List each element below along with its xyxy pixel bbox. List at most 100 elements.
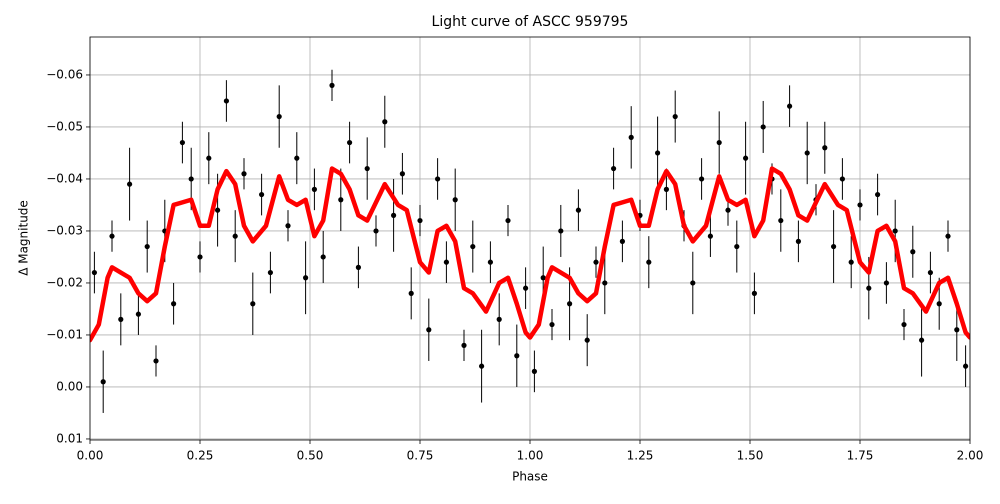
data-point	[496, 316, 502, 322]
data-point	[259, 191, 265, 198]
data-point	[866, 285, 872, 291]
data-point	[100, 379, 106, 385]
data-point	[954, 327, 960, 333]
data-point	[188, 176, 194, 182]
data-point	[435, 176, 441, 182]
x-axis-label: Phase	[512, 470, 548, 484]
data-point	[549, 321, 555, 328]
y-tick-label: −0.02	[46, 275, 83, 289]
data-point	[831, 243, 837, 250]
x-tick-label: 0.75	[407, 449, 434, 463]
data-point	[795, 238, 802, 244]
data-point	[760, 124, 766, 130]
x-tick-label: 0.00	[77, 449, 104, 463]
data-point	[611, 165, 617, 172]
data-point	[135, 311, 141, 317]
data-point	[963, 363, 969, 369]
data-point	[329, 82, 335, 88]
data-point	[487, 259, 493, 265]
data-point	[391, 212, 397, 218]
data-point	[171, 301, 177, 307]
data-point	[470, 243, 476, 250]
data-point	[804, 150, 810, 156]
data-point	[215, 207, 221, 213]
data-point	[179, 139, 185, 146]
data-point	[127, 181, 133, 187]
data-point	[109, 233, 115, 239]
x-tick-label: 1.25	[627, 449, 654, 463]
x-tick-label: 0.50	[297, 449, 324, 463]
data-point	[531, 368, 538, 374]
data-point	[153, 358, 159, 364]
data-point	[558, 228, 564, 234]
data-point	[505, 217, 511, 224]
data-point	[734, 243, 740, 250]
y-tick-label: −0.01	[46, 327, 83, 341]
y-tick-label: −0.04	[46, 171, 83, 185]
data-point	[364, 165, 370, 172]
x-tick-label: 0.25	[187, 449, 214, 463]
data-point	[892, 228, 898, 234]
data-point	[118, 316, 124, 322]
data-point	[320, 254, 326, 260]
data-point	[417, 217, 423, 224]
data-point	[822, 145, 828, 151]
data-point	[373, 228, 379, 234]
data-point	[663, 186, 670, 192]
data-point	[699, 176, 705, 182]
data-point	[910, 249, 916, 255]
data-point	[540, 275, 546, 281]
data-point	[619, 238, 626, 244]
x-tick-label: 1.50	[737, 449, 764, 463]
data-point	[628, 134, 634, 140]
data-point	[206, 155, 212, 161]
y-tick-label: 0.00	[56, 379, 83, 393]
data-point	[452, 197, 458, 203]
data-point	[945, 233, 951, 239]
x-tick-label: 2.00	[957, 449, 984, 463]
y-tick-label: 0.01	[56, 431, 83, 445]
data-point	[787, 103, 793, 109]
data-point	[382, 119, 388, 125]
data-point	[567, 301, 573, 307]
data-point	[602, 280, 608, 286]
data-point	[875, 191, 881, 198]
data-point	[575, 207, 582, 213]
data-point	[355, 264, 361, 270]
data-point	[399, 171, 405, 177]
data-point	[347, 139, 353, 146]
data-point	[646, 259, 652, 265]
data-point	[848, 259, 854, 265]
data-point	[883, 280, 890, 286]
data-point	[479, 363, 485, 369]
data-point	[461, 342, 467, 348]
data-point	[514, 353, 520, 359]
data-point	[276, 113, 282, 120]
y-axis-label: Δ Magnitude	[17, 200, 31, 276]
data-point	[839, 176, 846, 182]
y-tick-label: −0.06	[46, 67, 83, 81]
data-point	[223, 98, 229, 104]
data-point	[294, 155, 300, 161]
data-point	[751, 290, 758, 296]
ticks: 0.00 0.25 0.50 0.75 1.00 1.25 1.50 1.75 2.00 −0.0…	[46, 67, 983, 462]
data-point	[338, 197, 344, 203]
data-point	[408, 290, 414, 296]
model-line	[90, 166, 970, 343]
data-point	[690, 280, 696, 286]
data-point	[936, 301, 942, 307]
data-point	[716, 139, 722, 146]
data-point	[655, 150, 661, 156]
chart-title: Light curve of ASCC 959795	[432, 14, 629, 30]
data-point	[778, 217, 784, 224]
data-point	[426, 327, 432, 333]
data-point	[311, 186, 317, 192]
data-point	[267, 269, 273, 276]
y-tick-label: −0.03	[46, 223, 83, 237]
data-point	[857, 202, 863, 208]
y-tick-label: −0.05	[46, 119, 83, 133]
data-point	[232, 233, 238, 239]
data-point	[672, 113, 678, 120]
data-point	[707, 233, 714, 239]
